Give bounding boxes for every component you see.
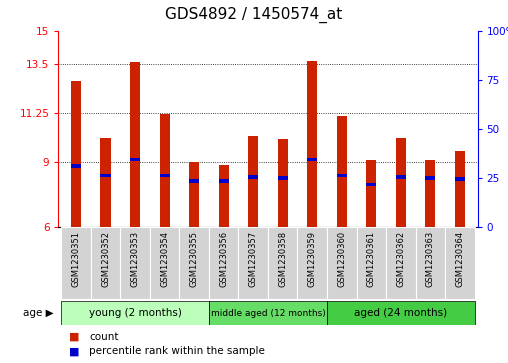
Text: age ▶: age ▶ xyxy=(23,308,53,318)
Bar xyxy=(160,174,170,178)
Bar xyxy=(150,227,179,299)
Text: GSM1230361: GSM1230361 xyxy=(367,231,376,287)
Bar xyxy=(61,301,209,325)
Text: ■: ■ xyxy=(69,331,79,342)
Text: GSM1230362: GSM1230362 xyxy=(396,231,405,287)
Bar xyxy=(396,138,406,227)
Bar xyxy=(218,179,229,183)
Bar xyxy=(425,176,435,180)
Bar xyxy=(130,158,140,161)
Text: GSM1230354: GSM1230354 xyxy=(160,231,169,286)
Bar xyxy=(160,114,170,227)
Bar xyxy=(386,227,416,299)
Bar xyxy=(101,174,111,178)
Bar xyxy=(307,158,318,161)
Bar xyxy=(101,138,111,227)
Bar xyxy=(179,227,209,299)
Text: GSM1230351: GSM1230351 xyxy=(72,231,81,286)
Text: GSM1230359: GSM1230359 xyxy=(308,231,317,286)
Text: GSM1230363: GSM1230363 xyxy=(426,231,435,287)
Bar xyxy=(91,227,120,299)
Bar xyxy=(445,227,474,299)
Text: GSM1230364: GSM1230364 xyxy=(455,231,464,287)
Bar xyxy=(189,179,199,183)
Bar xyxy=(268,227,298,299)
Bar xyxy=(277,176,288,180)
Bar xyxy=(307,61,318,227)
Bar xyxy=(130,62,140,227)
Bar xyxy=(327,301,474,325)
Bar xyxy=(337,116,347,227)
Bar xyxy=(357,227,386,299)
Bar xyxy=(396,175,406,179)
Bar xyxy=(455,177,465,181)
Bar xyxy=(455,151,465,227)
Text: ■: ■ xyxy=(69,346,79,356)
Bar xyxy=(416,227,445,299)
Bar xyxy=(298,227,327,299)
Text: GDS4892 / 1450574_at: GDS4892 / 1450574_at xyxy=(166,7,342,23)
Bar xyxy=(120,227,150,299)
Bar xyxy=(61,227,91,299)
Bar xyxy=(71,81,81,227)
Bar xyxy=(189,162,199,227)
Bar xyxy=(366,160,376,227)
Bar xyxy=(71,164,81,168)
Bar xyxy=(209,227,238,299)
Text: count: count xyxy=(89,331,118,342)
Text: GSM1230353: GSM1230353 xyxy=(131,231,140,287)
Bar xyxy=(218,165,229,227)
Bar xyxy=(425,160,435,227)
Bar xyxy=(238,227,268,299)
Bar xyxy=(248,136,259,227)
Text: aged (24 months): aged (24 months) xyxy=(354,308,448,318)
Text: percentile rank within the sample: percentile rank within the sample xyxy=(89,346,265,356)
Bar xyxy=(277,139,288,227)
Text: GSM1230358: GSM1230358 xyxy=(278,231,287,287)
Bar xyxy=(248,175,259,179)
Text: middle aged (12 months): middle aged (12 months) xyxy=(211,309,325,318)
Bar xyxy=(209,301,327,325)
Text: young (2 months): young (2 months) xyxy=(89,308,181,318)
Text: GSM1230355: GSM1230355 xyxy=(189,231,199,286)
Text: GSM1230357: GSM1230357 xyxy=(249,231,258,287)
Text: GSM1230356: GSM1230356 xyxy=(219,231,228,287)
Bar xyxy=(327,227,357,299)
Bar xyxy=(366,183,376,186)
Text: GSM1230352: GSM1230352 xyxy=(101,231,110,286)
Text: GSM1230360: GSM1230360 xyxy=(337,231,346,287)
Bar xyxy=(337,174,347,178)
